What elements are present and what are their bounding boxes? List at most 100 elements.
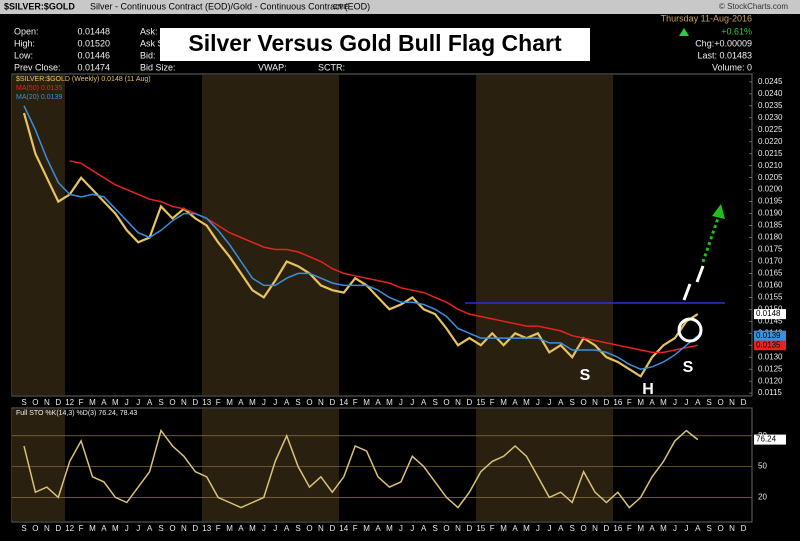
x-tick-label: A — [421, 398, 427, 407]
x-tick-label: D — [604, 524, 610, 533]
y-tick-label: 0.0240 — [758, 89, 783, 98]
annotation: S — [580, 367, 591, 384]
last-value-label: 0.0139 — [756, 331, 781, 340]
last-value-label: 0.0148 — [756, 309, 781, 318]
x-tick-label: J — [547, 398, 551, 407]
highlight-circle — [677, 317, 703, 343]
x-tick-label: 16 — [613, 398, 622, 407]
description: Silver - Continuous Contract (EOD)/Gold … — [90, 1, 370, 11]
x-tick-label: 12 — [65, 398, 74, 407]
x-tick-label: M — [363, 524, 370, 533]
x-tick-label: F — [353, 398, 358, 407]
field-label: Ask Size: — [140, 38, 178, 48]
x-tick-label: D — [192, 524, 198, 533]
x-tick-label: A — [101, 398, 107, 407]
annotation: H — [642, 381, 654, 398]
y-tick-label: 0.0175 — [758, 245, 783, 254]
x-tick-label: M — [386, 398, 393, 407]
x-tick-label: F — [490, 524, 495, 533]
last-value-box — [754, 309, 786, 320]
last-value-box — [754, 434, 786, 445]
x-tick-label: N — [455, 398, 461, 407]
x-tick-label: A — [375, 524, 381, 533]
copyright: © StockCharts.com — [719, 2, 788, 11]
x-tick-label: M — [89, 524, 96, 533]
x-tick-label: S — [158, 524, 163, 533]
last-value-box — [754, 330, 786, 341]
x-tick-label: M — [249, 524, 256, 533]
field-label: High: — [14, 38, 35, 48]
projection-arrow — [701, 217, 720, 263]
year-shade — [12, 75, 65, 395]
field-label: Bid Size: — [140, 62, 176, 72]
header-bar — [0, 0, 800, 14]
x-tick-label: M — [363, 398, 370, 407]
year-shade — [12, 409, 65, 521]
x-tick-label: F — [627, 524, 632, 533]
x-tick-label: M — [637, 398, 644, 407]
y-tick-label: 0.0215 — [758, 149, 783, 158]
x-tick-label: M — [226, 524, 233, 533]
x-tick-label: M — [660, 398, 667, 407]
y-tick-label: 0.0170 — [758, 257, 783, 266]
last-value-label: 76.24 — [756, 435, 777, 444]
x-tick-label: J — [273, 524, 277, 533]
year-shade — [202, 75, 340, 395]
x-tick-label: A — [147, 524, 153, 533]
x-tick-label: 12 — [65, 524, 74, 533]
x-tick-label: D — [741, 524, 747, 533]
x-tick-label: J — [273, 398, 277, 407]
flag-line — [682, 283, 692, 301]
x-tick-label: A — [695, 524, 701, 533]
y-tick-label: 0.0125 — [758, 364, 783, 373]
x-tick-label: D — [55, 524, 61, 533]
x-tick-label: A — [238, 398, 244, 407]
field-label: Ask: — [140, 26, 158, 36]
x-tick-label: J — [673, 524, 677, 533]
year-shade — [476, 75, 614, 395]
annotation: S — [683, 359, 694, 376]
last-value-box — [754, 340, 786, 351]
x-tick-label: M — [523, 398, 530, 407]
x-tick-label: O — [718, 398, 724, 407]
y-tick-label: 0.0150 — [758, 304, 783, 313]
x-tick-label: J — [262, 398, 266, 407]
x-tick-label: N — [181, 524, 187, 533]
x-tick-label: A — [695, 398, 701, 407]
x-tick-label: N — [729, 524, 735, 533]
y-tick-label: 50 — [758, 462, 767, 471]
y-tick-label: 0.0230 — [758, 113, 783, 122]
x-tick-label: M — [112, 398, 119, 407]
panel — [11, 407, 753, 523]
field-label: Bid: — [140, 50, 156, 60]
x-tick-label: 13 — [202, 524, 211, 533]
x-tick-label: M — [523, 524, 530, 533]
y-tick-label: 0.0185 — [758, 221, 783, 230]
x-tick-label: O — [306, 398, 312, 407]
x-tick-label: A — [558, 524, 564, 533]
x-tick-label: M — [89, 398, 96, 407]
x-tick-label: S — [295, 398, 300, 407]
x-tick-label: A — [284, 398, 290, 407]
series-line — [23, 428, 699, 509]
series-line — [69, 160, 698, 354]
x-tick-label: 14 — [339, 524, 348, 533]
x-tick-label: 15 — [476, 524, 485, 533]
x-tick-label: J — [410, 524, 414, 533]
legend-entry: $SILVER:$GOLD (Weekly) 0.0148 (11 Aug) — [16, 76, 151, 83]
x-tick-label: J — [262, 524, 266, 533]
x-tick-label: F — [490, 398, 495, 407]
x-tick-label: J — [684, 524, 688, 533]
x-tick-label: S — [707, 398, 712, 407]
x-tick-label: N — [181, 398, 187, 407]
x-tick-label: M — [660, 524, 667, 533]
x-tick-label: S — [21, 398, 26, 407]
y-tick-label: 0.0245 — [758, 77, 783, 86]
x-tick-label: N — [592, 524, 598, 533]
x-tick-label: A — [147, 398, 153, 407]
y-tick-label: 0.0155 — [758, 292, 783, 301]
x-tick-label: O — [32, 524, 38, 533]
x-tick-label: 14 — [339, 398, 348, 407]
x-tick-label: M — [500, 524, 507, 533]
x-tick-label: F — [353, 524, 358, 533]
